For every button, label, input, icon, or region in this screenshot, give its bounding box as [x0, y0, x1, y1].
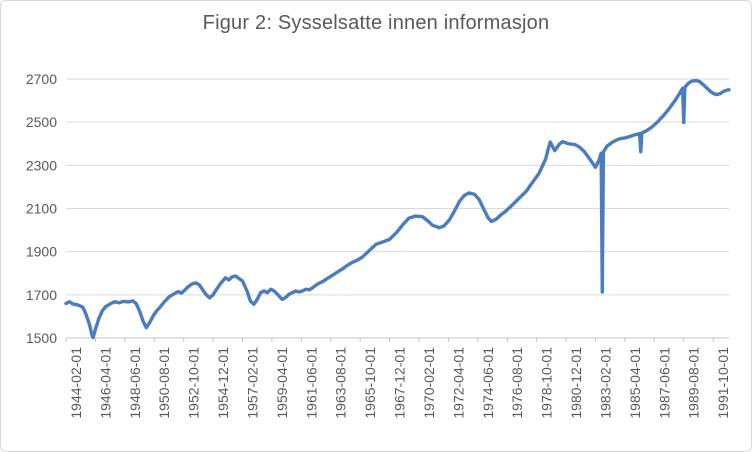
- series-line: [64, 78, 731, 340]
- x-tick-label: 1980-12-01: [568, 347, 584, 419]
- x-tick-label: 1991-10-01: [715, 347, 731, 419]
- x-tick-label: 1965-10-01: [362, 347, 378, 419]
- x-tick-label: 1970-02-01: [421, 347, 437, 419]
- y-axis-labels: 1500 1700 1900 2100 2300 2500 2700: [26, 71, 57, 346]
- x-tick-label: 1946-04-01: [97, 347, 113, 419]
- y-tick-label: 1900: [26, 244, 57, 260]
- y-tick-label: 1500: [26, 330, 57, 346]
- x-tick-label: 1961-06-01: [303, 347, 319, 419]
- x-tick-label: 1967-12-01: [392, 347, 408, 419]
- y-tick-label: 2300: [26, 157, 57, 173]
- x-tick-label: 1944-02-01: [68, 347, 84, 419]
- x-tick-label: 1974-06-01: [480, 347, 496, 419]
- x-tick-label: 1948-06-01: [127, 347, 143, 419]
- x-tick-label: 1954-12-01: [215, 347, 231, 419]
- x-tick-label: 1989-08-01: [686, 347, 702, 419]
- series-path: [64, 78, 731, 340]
- y-tick-label: 2500: [26, 114, 57, 130]
- chart-title: Figur 2: Sysselsatte innen informasjon: [202, 12, 550, 34]
- x-tick-label: 1972-04-01: [450, 347, 466, 419]
- x-tick-label: 1976-08-01: [509, 347, 525, 419]
- y-tick-label: 2700: [26, 71, 57, 87]
- y-tick-label: 2100: [26, 201, 57, 217]
- x-tick-label: 1950-08-01: [156, 347, 172, 419]
- x-tick-label: 1983-02-01: [597, 347, 613, 419]
- x-tick-label: 1985-04-01: [627, 347, 643, 419]
- x-tick-label: 1957-02-01: [244, 347, 260, 419]
- x-tick-label: 1959-04-01: [274, 347, 290, 419]
- x-tick-label: 1978-10-01: [539, 347, 555, 419]
- y-tick-label: 1700: [26, 287, 57, 303]
- x-axis-labels: 1944-02-01 1946-04-01 1948-06-01 1950-08-01…: [68, 347, 731, 419]
- y-gridlines: [66, 78, 729, 339]
- x-tick-label: 1952-10-01: [186, 347, 202, 419]
- x-tick-label: 1963-08-01: [333, 347, 349, 419]
- x-tick-label: 1987-06-01: [656, 347, 672, 419]
- x-axis-ticks: [65, 338, 714, 342]
